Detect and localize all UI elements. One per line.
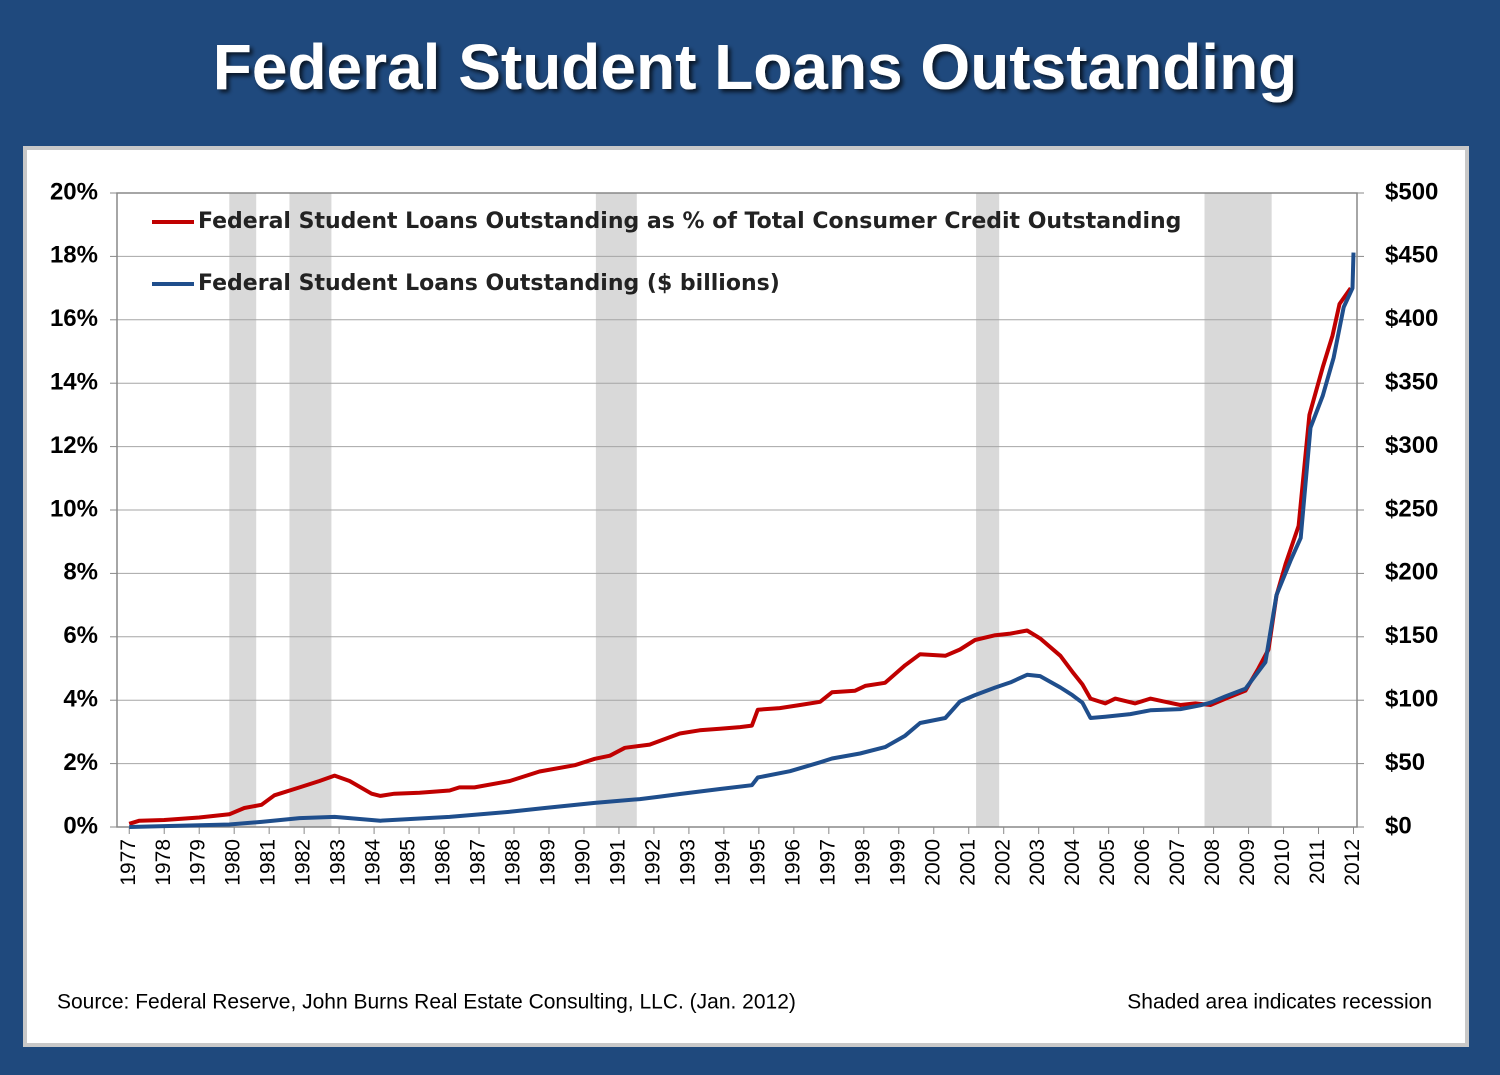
y-tick-label: 14% — [50, 369, 98, 396]
x-tick-label: 1990 — [572, 839, 595, 886]
y-tick-label: 6% — [63, 622, 98, 649]
x-tick-label: 2002 — [991, 839, 1014, 886]
x-tick-label: 1981 — [257, 839, 280, 886]
x-tick-label: 2003 — [1026, 839, 1049, 886]
x-tick-label: 1991 — [606, 839, 629, 886]
y2-tick-label: $150 — [1385, 622, 1438, 649]
x-tick-label: 1987 — [467, 839, 490, 886]
y-tick-label: 4% — [63, 686, 98, 713]
x-tick-label: 1977 — [117, 839, 140, 886]
y2-tick-label: $300 — [1385, 432, 1438, 459]
x-tick-label: 1997 — [816, 839, 839, 886]
x-tick-label: 2012 — [1341, 839, 1364, 886]
y2-tick-label: $0 — [1385, 812, 1412, 839]
x-tick-label: 1998 — [851, 839, 874, 886]
x-tick-label: 2005 — [1096, 839, 1119, 886]
y2-tick-label: $250 — [1385, 495, 1438, 522]
y-tick-label: 8% — [63, 559, 98, 586]
x-tick-label: 1999 — [886, 839, 909, 886]
source-note: Source: Federal Reserve, John Burns Real… — [57, 991, 796, 1014]
recession-note: Shaded area indicates recession — [1127, 991, 1432, 1014]
y2-tick-label: $350 — [1385, 369, 1438, 396]
x-tick-label: 1988 — [502, 839, 525, 886]
x-tick-label: 2001 — [956, 839, 979, 886]
y-tick-label: 20% — [50, 178, 98, 205]
chart-title: Federal Student Loans Outstanding — [213, 31, 1298, 103]
x-tick-label: 2008 — [1201, 839, 1224, 886]
plot-frame — [116, 192, 1358, 828]
x-tick-label: 1996 — [781, 839, 804, 886]
x-tick-label: 1980 — [222, 839, 245, 886]
y2-tick-label: $450 — [1385, 242, 1438, 269]
plot: 0% 2% 4% 6% 8% 10% 12% 14% 16% 18% 20% $0 $50 $100 $15… — [50, 178, 1438, 885]
legend-label: Federal Student Loans Outstanding ($ bil… — [198, 271, 780, 296]
x-tick-label: 1983 — [327, 839, 350, 886]
x-tick-label: 1994 — [711, 839, 734, 886]
y-tick-label: 2% — [63, 749, 98, 776]
series-line — [128, 286, 1353, 826]
x-tick-label: 1978 — [152, 839, 175, 886]
y2-tick-label: $400 — [1385, 305, 1438, 332]
y2-tick-label: $50 — [1385, 749, 1425, 776]
x-tick-label: 1989 — [537, 839, 560, 886]
x-tick-label: 1992 — [641, 839, 664, 886]
x-tick-label: 2010 — [1271, 839, 1294, 886]
y2-tick-label: $200 — [1385, 559, 1438, 586]
x-tick-label: 1993 — [676, 839, 699, 886]
x-tick-label: 2004 — [1061, 839, 1084, 886]
y2-tick-label: $100 — [1385, 686, 1438, 713]
y-tick-label: 0% — [63, 812, 98, 839]
x-tick-label: 1982 — [292, 839, 315, 886]
x-tick-label: 2000 — [921, 839, 944, 886]
x-tick-label: 2006 — [1131, 839, 1154, 886]
x-tick-label: 1985 — [397, 839, 420, 886]
x-tick-label: 1979 — [187, 839, 210, 886]
x-tick-label: 2011 — [1306, 839, 1329, 884]
x-tick-label: 1986 — [432, 839, 455, 886]
y2-tick-label: $500 — [1385, 178, 1438, 205]
y-tick-label: 18% — [50, 242, 98, 269]
x-tick-label: 1995 — [746, 839, 769, 886]
y-tick-label: 10% — [50, 495, 98, 522]
y-tick-label: 16% — [50, 305, 98, 332]
x-tick-label: 1984 — [362, 839, 385, 886]
series-line — [129, 252, 1356, 829]
y-tick-label: 12% — [50, 432, 98, 459]
x-tick-label: 2009 — [1236, 839, 1259, 886]
legend-label: Federal Student Loans Outstanding as % o… — [198, 209, 1181, 234]
x-tick-label: 2007 — [1166, 839, 1189, 886]
